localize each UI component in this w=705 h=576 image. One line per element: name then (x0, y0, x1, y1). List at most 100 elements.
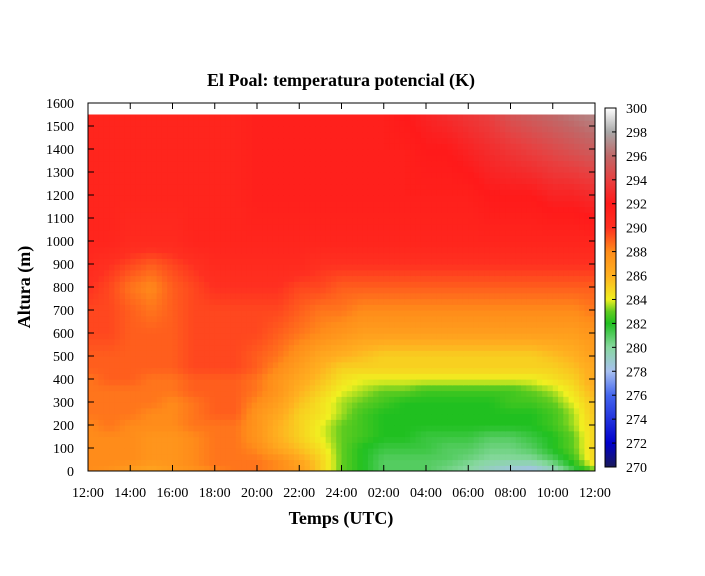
heatmap-cell (235, 419, 242, 426)
heatmap-cell (209, 264, 216, 271)
heatmap-cell (484, 396, 490, 403)
heatmap-cell (267, 235, 274, 242)
heatmap-cell (235, 195, 242, 202)
heatmap-cell (161, 315, 168, 323)
heatmap-cell (177, 241, 184, 248)
heatmap-cell (98, 269, 105, 277)
heatmap-cell (93, 453, 100, 461)
heatmap-cell (579, 287, 586, 294)
heatmap-cell (531, 241, 538, 248)
heatmap-cell (531, 413, 538, 420)
heatmap-cell (246, 223, 253, 231)
heatmap-cell (183, 425, 189, 432)
heatmap-cell (193, 436, 200, 443)
heatmap-cell (457, 200, 464, 208)
heatmap-cell (98, 252, 105, 259)
heatmap-cell (526, 465, 533, 471)
heatmap-cell (415, 246, 422, 254)
heatmap-cell (304, 310, 311, 317)
heatmap-cell (499, 304, 506, 311)
heatmap-cell (457, 390, 464, 397)
heatmap-cell (373, 459, 380, 466)
heatmap-cell (563, 413, 570, 420)
heatmap-cell (225, 453, 232, 461)
heatmap-cell (484, 448, 490, 455)
heatmap-cell (93, 361, 100, 369)
heatmap-cell (88, 459, 94, 466)
heatmap-cell (88, 229, 94, 236)
heatmap-cell (151, 172, 158, 179)
heatmap-cell (93, 298, 100, 305)
heatmap-cell (320, 246, 327, 254)
heatmap-cell (103, 189, 110, 196)
heatmap-cell (325, 442, 332, 449)
heatmap-cell (510, 425, 517, 432)
heatmap-cell (484, 246, 490, 254)
heatmap-cell (304, 264, 311, 271)
heatmap-cell (124, 275, 131, 282)
heatmap-cell (558, 183, 564, 190)
heatmap-cell (177, 264, 184, 271)
heatmap-cell (299, 292, 306, 300)
heatmap-cell (315, 287, 321, 294)
heatmap-cell (119, 442, 126, 449)
heatmap-cell (526, 390, 533, 397)
heatmap-cell (589, 384, 595, 392)
heatmap-cell (140, 206, 147, 213)
heatmap-cell (494, 183, 501, 190)
heatmap-cell (499, 206, 506, 213)
heatmap-cell (367, 407, 374, 415)
heatmap-cell (426, 419, 432, 426)
heatmap-cell (367, 292, 374, 300)
heatmap-cell (267, 223, 274, 231)
heatmap-cell (257, 315, 263, 323)
heatmap-cell (193, 275, 200, 282)
heatmap-cell (283, 413, 290, 420)
heatmap-cell (563, 327, 570, 334)
heatmap-cell (468, 465, 475, 471)
heatmap-cell (515, 396, 522, 403)
heatmap-cell (151, 338, 158, 346)
heatmap-cell (457, 413, 464, 420)
heatmap-cell (431, 275, 438, 282)
heatmap-cell (193, 430, 200, 438)
heatmap-cell (225, 172, 232, 179)
heatmap-cell (183, 183, 189, 190)
heatmap-cell (436, 442, 443, 449)
heatmap-cell (589, 453, 595, 461)
heatmap-cell (109, 327, 116, 334)
heatmap-cell (410, 338, 417, 346)
heatmap-cell (536, 252, 543, 259)
heatmap-cell (357, 304, 364, 311)
heatmap-cell (241, 223, 248, 231)
heatmap-cell (135, 172, 142, 179)
heatmap-cell (325, 258, 332, 265)
heatmap-cell (447, 269, 454, 277)
heatmap-cell (505, 407, 512, 415)
heatmap-cell (320, 304, 327, 311)
heatmap-cell (257, 379, 263, 386)
heatmap-cell (214, 258, 221, 265)
heatmap-cell (209, 373, 216, 380)
heatmap-cell (251, 287, 258, 294)
heatmap-cell (526, 189, 533, 196)
heatmap-cell (198, 356, 205, 363)
heatmap-cell (542, 402, 549, 409)
heatmap-cell (478, 275, 485, 282)
heatmap-cell (272, 459, 279, 466)
heatmap-cell (320, 413, 327, 420)
heatmap-cell (494, 177, 501, 185)
heatmap-cell (457, 223, 464, 231)
heatmap-cell (447, 212, 454, 219)
heatmap-cell (109, 252, 116, 259)
heatmap-cell (341, 218, 348, 225)
heatmap-cell (426, 436, 432, 443)
heatmap-cell (88, 361, 94, 369)
heatmap-cell (88, 195, 94, 202)
heatmap-cell (299, 356, 306, 363)
heatmap-cell (267, 269, 274, 277)
heatmap-cell (98, 292, 105, 300)
heatmap-cell (183, 218, 189, 225)
heatmap-cell (505, 298, 512, 305)
heatmap-cell (431, 361, 438, 369)
